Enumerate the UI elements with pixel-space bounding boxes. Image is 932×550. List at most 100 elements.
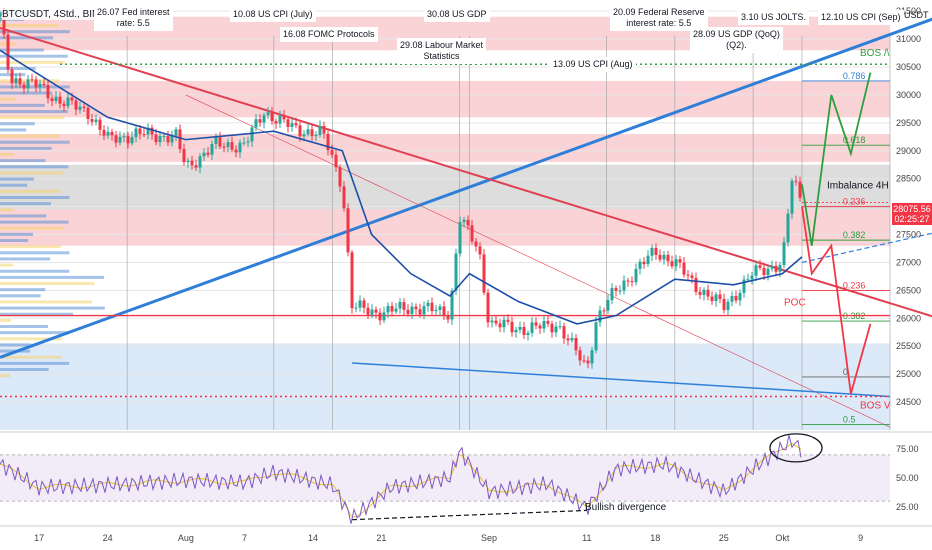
candle-body	[250, 127, 254, 142]
candle-body	[294, 123, 298, 126]
candle-body	[618, 290, 622, 292]
fib-level-label: 0.5	[843, 414, 856, 424]
time-tick-label: 9	[858, 533, 863, 543]
candle-body	[474, 241, 478, 247]
candle-body	[154, 134, 158, 143]
candle-body	[754, 265, 758, 276]
candle-timer: 02:25:27	[894, 214, 930, 224]
candle-body	[370, 309, 374, 315]
candle-body	[70, 97, 74, 101]
candle-body	[166, 136, 170, 143]
fib-level-label: 0	[843, 367, 848, 377]
volume-profile-bar	[0, 275, 105, 279]
volume-profile-bar	[0, 103, 45, 107]
candle-body	[470, 225, 474, 242]
volume-profile-bar	[0, 226, 64, 230]
candle-body	[490, 320, 494, 323]
candle-body	[326, 133, 330, 151]
volume-profile-bar	[0, 91, 53, 95]
annotation-labour: 29.08 Labour Market Statistics	[397, 38, 487, 64]
candle-body	[610, 288, 614, 301]
time-tick-label: Sep	[481, 533, 497, 543]
candle-body	[698, 291, 702, 295]
candle-body	[678, 259, 682, 263]
candle-body	[414, 306, 418, 310]
candle-body	[442, 306, 446, 317]
candle-body	[286, 119, 290, 128]
candle-body	[10, 69, 14, 84]
volume-profile-bar	[0, 269, 70, 273]
candle-body	[406, 309, 410, 315]
candle-body	[178, 129, 182, 150]
volume-profile-bar	[0, 140, 70, 144]
candle-body	[82, 106, 86, 108]
candle-body	[706, 289, 710, 297]
time-tick-label: 24	[103, 533, 113, 543]
candle-body	[438, 306, 442, 310]
candle-body	[262, 115, 266, 123]
symbol-header[interactable]: BTCUSDT, 4Std., BINANCE	[2, 9, 128, 20]
candle-body	[230, 142, 234, 150]
volume-profile-bar	[0, 245, 61, 249]
candle-body	[102, 129, 106, 136]
candle-body	[322, 125, 326, 134]
volume-profile-bar	[0, 67, 36, 71]
candle-body	[614, 288, 618, 291]
volume-profile-bar	[0, 214, 47, 218]
candle-body	[254, 119, 258, 128]
candle-body	[514, 329, 518, 333]
candle-body	[410, 306, 414, 315]
candle-body	[302, 134, 306, 137]
volume-profile-bar	[0, 257, 51, 261]
time-tick-label: 17	[34, 533, 44, 543]
price-tick-label: 27000	[896, 257, 921, 267]
candle-body	[782, 242, 786, 265]
volume-profile-bar	[0, 361, 70, 365]
candle-body	[378, 312, 382, 321]
candle-body	[462, 219, 466, 223]
descending-trendline	[0, 26, 932, 318]
annotation-cpi-sep: 12.10 US CPI (Sep)	[818, 10, 904, 25]
price-tick-label: 30000	[896, 90, 921, 100]
candle-body	[498, 323, 502, 328]
candle-body	[466, 219, 470, 226]
volume-profile-bar	[0, 128, 27, 132]
candle-body	[218, 137, 222, 147]
current-price: 28075.56	[893, 204, 931, 214]
volume-profile-bar	[0, 171, 64, 175]
candle-body	[402, 302, 406, 310]
candle-body	[62, 103, 66, 107]
thin-descending-trendline	[185, 94, 891, 428]
volume-profile-bar	[0, 263, 14, 267]
candle-body	[418, 309, 422, 315]
candle-body	[570, 337, 574, 341]
candle-body	[430, 302, 434, 312]
candle-body	[770, 265, 774, 269]
candle-body	[78, 106, 82, 110]
fib-level-label: 0.236	[843, 197, 866, 207]
volume-profile-bar	[0, 183, 28, 187]
volume-profile-bar	[0, 251, 70, 255]
candle-body	[762, 267, 766, 276]
time-tick-label: 7	[242, 533, 247, 543]
candle-body	[778, 264, 782, 272]
candle-body	[446, 316, 450, 320]
candle-body	[742, 279, 746, 293]
volume-profile-bar	[0, 48, 44, 52]
candle-body	[518, 326, 522, 330]
candle-body	[422, 306, 426, 315]
annotation-gdp-q2: 28.09 US GDP (QoQ) (Q2).	[690, 27, 783, 53]
candle-body	[22, 84, 26, 89]
candle-body	[130, 137, 134, 144]
bearish-projection-path	[801, 206, 872, 394]
candle-body	[578, 350, 582, 361]
annotation-gdp-aug: 30.08 US GDP	[424, 7, 490, 22]
candle-body	[278, 115, 282, 124]
candle-body	[350, 252, 354, 309]
price-tick-label: 24500	[896, 397, 921, 407]
fib-level-label: 0.786	[843, 71, 866, 81]
volume-profile-bar	[0, 202, 51, 206]
candle-body	[566, 338, 570, 341]
volume-profile-bar	[0, 337, 63, 341]
